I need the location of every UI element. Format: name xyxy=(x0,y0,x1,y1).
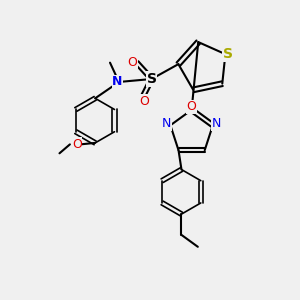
Text: O: O xyxy=(187,100,196,113)
Text: N: N xyxy=(162,117,172,130)
Text: N: N xyxy=(212,117,221,130)
Text: O: O xyxy=(128,56,137,69)
Text: S: S xyxy=(223,47,233,61)
Text: O: O xyxy=(72,138,82,151)
Text: O: O xyxy=(139,95,149,108)
Text: S: S xyxy=(147,72,157,86)
Text: N: N xyxy=(112,76,123,88)
